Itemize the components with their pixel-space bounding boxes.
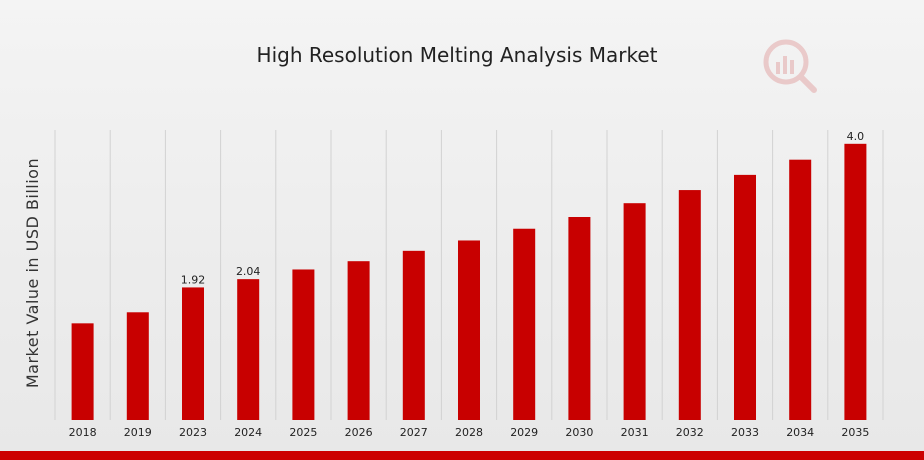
bar-2018 <box>71 323 94 420</box>
bottom-accent-bar <box>0 451 924 460</box>
bar-2024 <box>237 279 260 420</box>
x-tick-2033: 2033 <box>731 426 759 439</box>
x-tick-2028: 2028 <box>455 426 483 439</box>
x-tick-2032: 2032 <box>676 426 704 439</box>
x-tick-2030: 2030 <box>565 426 593 439</box>
x-tick-2019: 2019 <box>124 426 152 439</box>
bar-2025 <box>292 269 315 420</box>
bar-2028 <box>458 240 480 420</box>
data-labels: 1.92 2.04 4.0 <box>181 130 864 287</box>
x-tick-2029: 2029 <box>510 426 538 439</box>
bars <box>71 143 867 421</box>
x-tick-2031: 2031 <box>621 426 649 439</box>
bar-2026 <box>347 261 370 420</box>
x-tick-labels: 2018 2019 2023 2024 2025 2026 2027 2028 2029 2030… <box>69 426 870 439</box>
bar-2029 <box>513 228 536 420</box>
bar-2033 <box>734 174 756 420</box>
bar-2031 <box>623 203 646 420</box>
x-tick-2026: 2026 <box>345 426 373 439</box>
x-tick-2027: 2027 <box>400 426 428 439</box>
data-label-2023: 1.92 <box>181 273 206 286</box>
data-label-2024: 2.04 <box>236 265 261 278</box>
data-label-2035: 4.0 <box>847 130 865 143</box>
bar-2035 <box>844 143 867 421</box>
bar-2023 <box>182 287 204 420</box>
x-tick-2023: 2023 <box>179 426 207 439</box>
x-tick-2034: 2034 <box>786 426 814 439</box>
x-tick-2035: 2035 <box>841 426 869 439</box>
chart-title: High Resolution Melting Analysis Market <box>257 43 658 67</box>
bar-2027 <box>402 250 425 420</box>
x-tick-2024: 2024 <box>234 426 262 439</box>
x-tick-2025: 2025 <box>289 426 317 439</box>
bar-2030 <box>568 217 591 420</box>
bar-2034 <box>789 159 812 420</box>
bar-2032 <box>678 190 701 420</box>
market-research-logo-icon <box>763 39 817 93</box>
y-axis-label: Market Value in USD Billion <box>23 158 42 388</box>
x-tick-2018: 2018 <box>69 426 97 439</box>
grid-lines <box>54 130 884 420</box>
bar-2019 <box>126 312 149 420</box>
